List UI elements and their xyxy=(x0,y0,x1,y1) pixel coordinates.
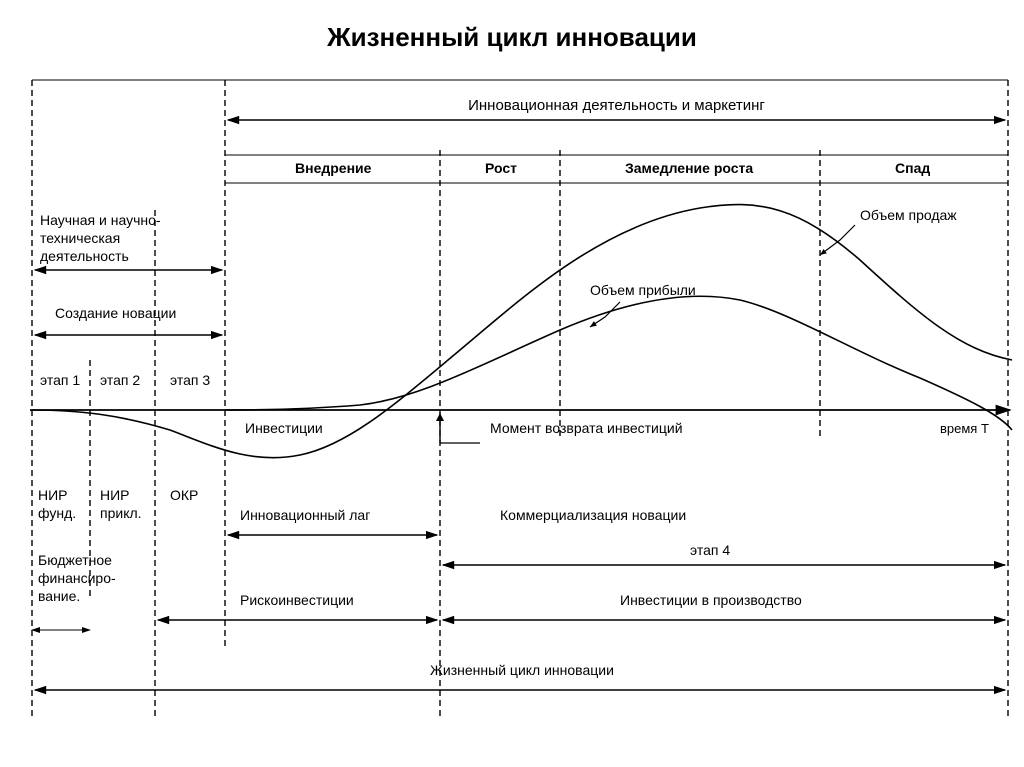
svg-text:прикл.: прикл. xyxy=(100,505,142,521)
svg-text:Спад: Спад xyxy=(895,160,930,176)
svg-text:Инновационная деятельность и м: Инновационная деятельность и маркетинг xyxy=(468,97,765,114)
svg-text:этап 2: этап 2 xyxy=(100,372,140,388)
svg-text:Коммерциализация новации: Коммерциализация новации xyxy=(500,507,686,523)
svg-text:Рискоинвестиции: Рискоинвестиции xyxy=(240,592,354,608)
svg-text:Научная и научно-: Научная и научно- xyxy=(40,212,161,228)
svg-text:фунд.: фунд. xyxy=(38,505,76,521)
svg-text:Замедление роста: Замедление роста xyxy=(625,160,753,176)
svg-text:деятельность: деятельность xyxy=(40,248,129,264)
svg-text:финансиро-: финансиро- xyxy=(38,570,116,586)
svg-text:Инвестиции в производство: Инвестиции в производство xyxy=(620,592,802,608)
svg-text:Бюджетное: Бюджетное xyxy=(38,552,112,568)
diagram-container: Жизненный цикл инновации время Т Внедрени… xyxy=(0,0,1024,767)
svg-text:Создание новации: Создание новации xyxy=(55,305,176,321)
svg-text:этап 1: этап 1 xyxy=(40,372,80,388)
diagram-svg: время Т Внедрение Рост Замедление роста Спад… xyxy=(0,0,1024,767)
svg-text:Жизненный цикл инновации: Жизненный цикл инновации xyxy=(430,662,614,678)
svg-text:НИР: НИР xyxy=(100,487,130,503)
svg-text:Инновационный лаг: Инновационный лаг xyxy=(240,507,370,523)
svg-text:Инвестиции: Инвестиции xyxy=(245,420,323,436)
svg-text:время Т: время Т xyxy=(940,421,989,436)
svg-text:этап 3: этап 3 xyxy=(170,372,210,388)
svg-text:ОКР: ОКР xyxy=(170,487,198,503)
svg-text:Рост: Рост xyxy=(485,160,517,176)
svg-text:Объем прибыли: Объем прибыли xyxy=(590,282,696,298)
svg-text:этап 4: этап 4 xyxy=(690,542,730,558)
svg-text:вание.: вание. xyxy=(38,588,80,604)
svg-text:НИР: НИР xyxy=(38,487,68,503)
svg-text:техническая: техническая xyxy=(40,230,120,246)
svg-text:Внедрение: Внедрение xyxy=(295,160,372,176)
svg-text:Объем продаж: Объем продаж xyxy=(860,207,957,223)
svg-text:Момент возврата инвестиций: Момент возврата инвестиций xyxy=(490,420,683,436)
